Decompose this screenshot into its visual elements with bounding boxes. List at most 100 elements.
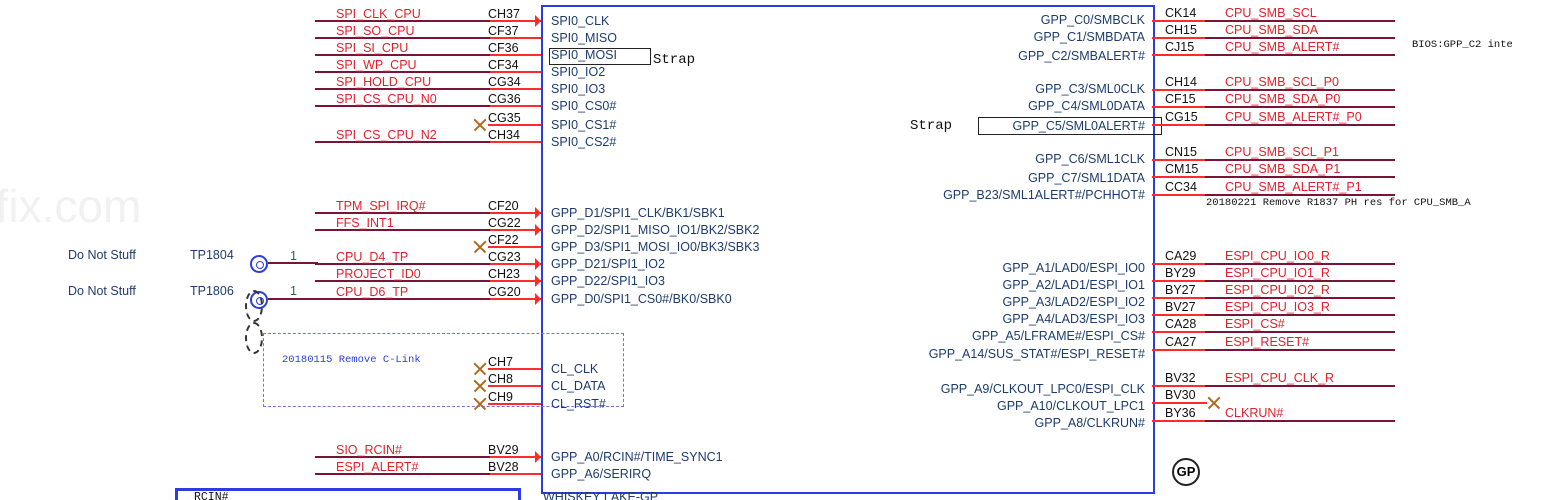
net-wire[interactable] [315,229,490,231]
pin-number: CH23 [488,267,520,281]
pin-number: BV29 [488,443,519,457]
net-label: SPI_CS_CPU_N2 [336,128,437,142]
pin-name: GPP_A3/LAD2/ESPI_IO2 [1002,295,1145,309]
pin-stub [1152,402,1207,404]
dashed-marker-icon [245,290,263,322]
net-wire[interactable] [1205,280,1395,282]
pin-stub [488,71,541,73]
net-label: ESPI_CS# [1225,317,1285,331]
pin-stub [488,105,541,107]
net-wire[interactable] [315,473,490,475]
watermark: afix.com [0,180,142,232]
pin-number: CF15 [1165,92,1196,106]
net-wire[interactable] [1205,176,1395,178]
net-label: CPU_SMB_SCL_P0 [1225,75,1339,89]
pin-name: GPP_D22/SPI1_IO3 [551,274,665,288]
net-wire[interactable] [1205,314,1395,316]
pin-number: CF34 [488,58,519,72]
pin-stub [1152,159,1207,161]
net-wire[interactable] [315,88,490,90]
net-wire[interactable] [315,280,490,282]
pin-stub [1152,194,1207,196]
pin-name: GPP_D1/SPI1_CLK/BK1/SBK1 [551,206,725,220]
pin-arrow-icon [535,207,541,219]
pin-stub [488,473,541,475]
pin-arrow-icon [535,275,541,287]
net-label: CPU_SMB_SDA [1225,23,1319,37]
net-wire[interactable] [1205,420,1395,422]
net-label: FFS_INT1 [336,216,394,230]
pin-number: CG36 [488,92,521,106]
bios-note: BIOS:GPP_C2 inte [1412,39,1513,51]
pin-name: GPP_C7/SML1DATA [1028,171,1145,185]
pin-name: SPI0_MOSI [551,48,617,62]
pin-name: GPP_A9/CLKOUT_LPC0/ESPI_CLK [940,382,1145,396]
net-wire[interactable] [315,263,490,265]
net-wire[interactable] [1205,385,1395,387]
net-label: ESPI_CPU_IO0_R [1225,249,1330,263]
net-wire[interactable] [1205,159,1395,161]
pin-stub [488,88,541,90]
net-label: ESPI_CPU_CLK_R [1225,371,1335,385]
net-wire[interactable] [1205,20,1395,22]
net-label: SPI_CLK_CPU [336,7,421,21]
net-wire[interactable] [315,298,490,300]
pin-stub [488,212,541,214]
rcin-box-label: RCIN# [194,491,229,500]
test-point-tp1804[interactable] [250,255,268,273]
pin-stub [488,280,541,282]
net-label: CPU_SMB_SDA_P1 [1225,162,1341,176]
net-wire[interactable] [1205,194,1395,196]
pin-number: CN15 [1165,145,1197,159]
net-wire[interactable] [1205,124,1395,126]
net-wire[interactable] [1205,331,1395,333]
pin-stub [1152,54,1207,56]
tp1806-wire [268,298,318,300]
strap-box-spi0-mosi [549,48,651,65]
net-wire[interactable] [1205,263,1395,265]
pin-name: GPP_D0/SPI1_CS0#/BK0/SBK0 [551,292,732,306]
pin-name: GPP_C0/SMBCLK [1040,13,1145,27]
pin-number: CH14 [1165,75,1197,89]
net-wire[interactable] [315,20,490,22]
net-wire[interactable] [1205,89,1395,91]
pin-number: BV30 [1165,388,1196,402]
strap-label-gpp-c5: Strap [910,118,953,134]
net-wire[interactable] [315,456,490,458]
pin-number: CM15 [1165,162,1199,176]
no-connect-icon [474,119,486,131]
pin-stub [1152,263,1207,265]
pin-number: CC34 [1165,180,1197,194]
net-wire[interactable] [315,37,490,39]
net-wire[interactable] [1205,54,1395,56]
pin-number: BV32 [1165,371,1196,385]
pin-name: GPP_A5/LFRAME#/ESPI_CS# [972,329,1145,343]
pin-arrow-icon [535,451,541,463]
net-label: PROJECT_ID0 [336,267,421,281]
net-wire[interactable] [1205,297,1395,299]
net-wire[interactable] [315,105,490,107]
pin-number: CG22 [488,216,521,230]
no-connect-icon [474,398,486,410]
pin-stub [1152,385,1207,387]
net-wire[interactable] [1205,106,1395,108]
pin-number: CG34 [488,75,521,89]
net-label: CPU_D4_TP [336,250,409,264]
net-wire[interactable] [315,212,490,214]
pin-number: CH7 [488,355,514,369]
pin-name: GPP_A2/LAD1/ESPI_IO1 [1002,278,1145,292]
pin-name: GPP_A14/SUS_STAT#/ESPI_RESET# [928,347,1145,361]
net-wire[interactable] [1205,349,1395,351]
pin-number: CA28 [1165,317,1197,331]
gp-badge: GP [1172,458,1200,486]
pin-stub [488,124,541,126]
pin-stub [1152,176,1207,178]
net-wire[interactable] [315,54,490,56]
pin-name: GPP_A4/LAD3/ESPI_IO3 [1002,312,1145,326]
net-wire[interactable] [1205,37,1395,39]
net-wire[interactable] [315,141,490,143]
pin-stub [1152,280,1207,282]
net-wire[interactable] [315,71,490,73]
net-label: SPI_CS_CPU_N0 [336,92,437,106]
pin-name: GPP_A1/LAD0/ESPI_IO0 [1002,261,1145,275]
